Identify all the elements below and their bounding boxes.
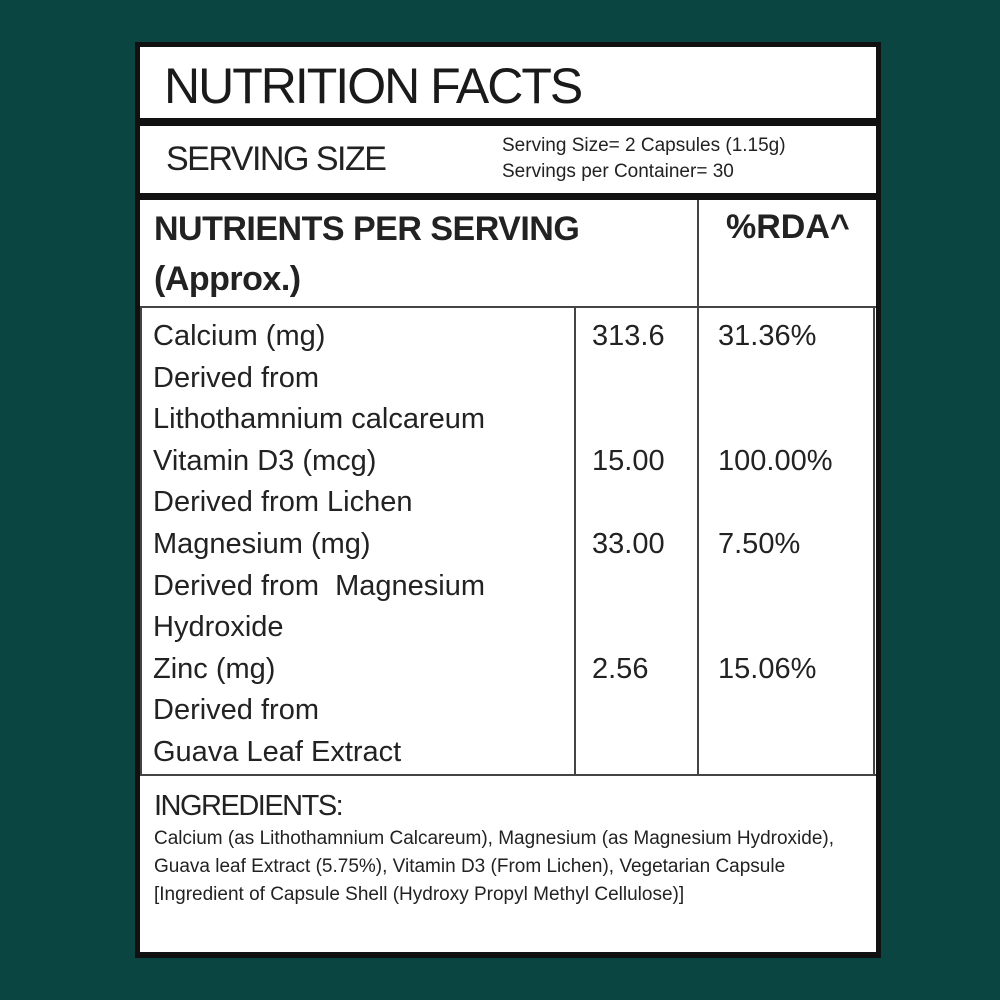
nutrient-name: Vitamin D3 (mcg) [153,444,377,477]
nutrient-names-column: Calcium (mg) Derived from Lithothamnium ca… [153,316,485,774]
nutrient-source: Derived from [153,694,319,727]
table-left-border [140,306,142,776]
spacer [718,358,833,400]
spacer [718,566,833,608]
ingredients-section: INGREDIENTS: Calcium (as Lithothamnium C… [154,790,869,909]
title-box: NUTRITION FACTS [140,47,876,118]
amount-column: 313.6 15.00 33.00 2.56 [592,316,665,774]
nutrient-amount: 313.6 [592,320,665,352]
rda-divider [697,306,699,776]
nutrients-header-line2: (Approx.) [154,260,301,298]
spacer [592,358,665,400]
nutrient-rda: 7.50% [718,527,801,560]
spacer [592,607,665,649]
nutrient-amount: 33.00 [592,527,665,560]
serving-info: Serving Size= 2 Capsules (1.15g) Serving… [502,133,786,185]
spacer [592,482,665,524]
spacer [592,566,665,608]
header-row-divider [140,306,876,308]
nutrient-rda: 31.36% [718,320,817,352]
spacer [592,399,665,441]
nutrient-name: Magnesium (mg) [153,527,371,560]
amount-divider [574,306,576,776]
nutrient-source: Guava Leaf Extract [153,735,402,768]
nutrient-amount: 2.56 [592,652,649,685]
spacer [592,732,665,774]
nutrient-name: Zinc (mg) [153,652,276,685]
nutrient-rda: 100.00% [718,444,833,477]
nutrient-source: Derived from [153,361,319,394]
table-right-border [873,306,875,776]
page-title: NUTRITION FACTS [164,58,583,114]
spacer [718,732,833,774]
ingredients-text: Calcium (as Lithothamnium Calcareum), Ma… [154,828,835,905]
spacer [718,399,833,441]
rda-column: 31.36% 100.00% 7.50% 15.06% [718,316,833,774]
header-divider [697,200,699,307]
serving-size-label: SERVING SIZE [166,140,387,178]
servings-per-container: Servings per Container= 30 [502,161,734,182]
nutrients-header: NUTRIENTS PER SERVING (Approx.) [154,204,580,304]
spacer [718,607,833,649]
nutrients-table: NUTRIENTS PER SERVING (Approx.) %RDA^ Ca… [140,200,876,952]
nutrient-source: Derived from Lichen [153,486,413,519]
rda-header: %RDA^ [726,208,850,246]
nutrient-amount: 15.00 [592,444,665,477]
serving-size-value: Serving Size= 2 Capsules (1.15g) [502,135,786,156]
nutrient-source: Lithothamnium calcareum [153,403,486,436]
nutrient-source: Derived from Magnesium [153,569,485,602]
nutrient-name: Calcium (mg) [153,320,326,352]
table-bottom-divider [140,774,876,776]
nutrient-rda: 15.06% [718,652,817,685]
spacer [718,482,833,524]
nutrient-source: Hydroxide [153,611,284,644]
serving-box: SERVING SIZE Serving Size= 2 Capsules (1… [140,126,876,193]
ingredients-heading: INGREDIENTS: [154,790,344,822]
spacer [592,690,665,732]
spacer [718,690,833,732]
nutrients-header-line1: NUTRIENTS PER SERVING [154,210,580,248]
